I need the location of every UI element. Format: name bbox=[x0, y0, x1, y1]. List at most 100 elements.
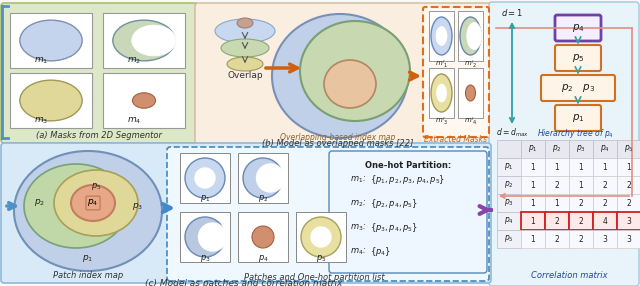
Bar bbox=[103, 73, 185, 128]
Text: (b) Model as overlapped masks [22]: (b) Model as overlapped masks [22] bbox=[262, 138, 413, 148]
Bar bbox=[521, 176, 545, 194]
FancyBboxPatch shape bbox=[195, 3, 493, 146]
Text: (c) Model as patches and correlation matrix: (c) Model as patches and correlation mat… bbox=[145, 279, 342, 286]
Text: $d=1$: $d=1$ bbox=[501, 7, 523, 17]
Ellipse shape bbox=[20, 20, 82, 61]
Text: $p_5$: $p_5$ bbox=[316, 253, 326, 263]
Text: 1: 1 bbox=[579, 162, 584, 172]
Ellipse shape bbox=[431, 17, 452, 55]
FancyBboxPatch shape bbox=[329, 151, 487, 273]
Ellipse shape bbox=[54, 170, 138, 236]
Text: $p_5$: $p_5$ bbox=[91, 180, 101, 192]
FancyBboxPatch shape bbox=[423, 7, 489, 137]
Text: $m_2$:: $m_2$: bbox=[350, 199, 366, 209]
Bar bbox=[497, 230, 521, 248]
Bar bbox=[569, 158, 593, 176]
Bar bbox=[521, 194, 545, 212]
Text: $m_1$: $m_1$ bbox=[34, 56, 48, 66]
Text: $p_4$: $p_4$ bbox=[504, 215, 514, 227]
FancyBboxPatch shape bbox=[1, 3, 198, 143]
Text: $p_4$: $p_4$ bbox=[600, 144, 610, 154]
Bar bbox=[593, 140, 617, 158]
Ellipse shape bbox=[257, 164, 285, 192]
Text: 2: 2 bbox=[603, 198, 607, 208]
Bar bbox=[10, 73, 92, 128]
Ellipse shape bbox=[300, 21, 410, 121]
Bar bbox=[617, 176, 640, 194]
Text: {$p_3, p_4, p_5$}: {$p_3, p_4, p_5$} bbox=[370, 221, 418, 235]
Bar bbox=[521, 212, 545, 230]
Text: $p_2$: $p_2$ bbox=[35, 198, 45, 208]
Bar bbox=[545, 194, 569, 212]
Text: $m'_4$: $m'_4$ bbox=[464, 115, 477, 127]
Text: {$p_1,p_2,p_3,p_4,p_5$}: {$p_1,p_2,p_3,p_4,p_5$} bbox=[370, 174, 445, 186]
Text: 1: 1 bbox=[531, 217, 536, 225]
Bar bbox=[497, 194, 521, 212]
Ellipse shape bbox=[185, 217, 225, 257]
Text: $m_4$: $m_4$ bbox=[127, 116, 141, 126]
Ellipse shape bbox=[436, 84, 447, 102]
Bar bbox=[497, 158, 521, 176]
Text: $m_4$:: $m_4$: bbox=[350, 247, 366, 257]
Ellipse shape bbox=[272, 14, 408, 138]
Text: 1: 1 bbox=[531, 162, 536, 172]
Bar bbox=[545, 176, 569, 194]
Bar bbox=[617, 230, 640, 248]
Text: $p_3$: $p_3$ bbox=[132, 200, 143, 212]
Bar bbox=[593, 158, 617, 176]
Text: 1: 1 bbox=[531, 180, 536, 190]
Bar bbox=[545, 230, 569, 248]
Text: 2: 2 bbox=[555, 180, 559, 190]
Bar bbox=[238, 153, 288, 203]
FancyBboxPatch shape bbox=[541, 75, 615, 101]
Text: 1: 1 bbox=[555, 162, 559, 172]
Text: $p_1$: $p_1$ bbox=[83, 253, 93, 265]
Text: 2: 2 bbox=[555, 217, 559, 225]
Bar bbox=[593, 176, 617, 194]
Bar bbox=[617, 140, 640, 158]
Text: 1: 1 bbox=[603, 162, 607, 172]
Bar bbox=[497, 176, 521, 194]
Bar bbox=[458, 68, 483, 118]
Text: 1: 1 bbox=[555, 198, 559, 208]
Bar bbox=[545, 212, 569, 230]
Text: Hierarchy tree of $p_4$: Hierarchy tree of $p_4$ bbox=[538, 128, 614, 140]
Text: $p_4$: $p_4$ bbox=[87, 198, 99, 208]
Bar bbox=[497, 212, 521, 230]
Bar bbox=[569, 176, 593, 194]
Bar bbox=[521, 230, 545, 248]
Text: One-hot Partition:: One-hot Partition: bbox=[365, 162, 451, 170]
Ellipse shape bbox=[243, 158, 283, 198]
Bar bbox=[593, 212, 617, 230]
Ellipse shape bbox=[436, 27, 447, 45]
Text: Overlapping-based index map: Overlapping-based index map bbox=[280, 134, 396, 142]
Text: $m'_3$: $m'_3$ bbox=[435, 115, 448, 127]
Ellipse shape bbox=[465, 85, 476, 101]
FancyBboxPatch shape bbox=[555, 15, 601, 41]
Text: $p_5$: $p_5$ bbox=[504, 233, 514, 245]
Text: $m_1$:: $m_1$: bbox=[350, 175, 366, 185]
Bar bbox=[569, 194, 593, 212]
Text: 2: 2 bbox=[555, 235, 559, 243]
Bar bbox=[569, 212, 593, 230]
Text: $p_2$: $p_2$ bbox=[504, 180, 514, 190]
Text: $p_3$: $p_3$ bbox=[200, 253, 211, 263]
FancyBboxPatch shape bbox=[489, 2, 639, 286]
Ellipse shape bbox=[301, 217, 341, 257]
Text: {$p_2, p_4, p_5$}: {$p_2, p_4, p_5$} bbox=[370, 198, 418, 210]
Text: $p_2$: $p_2$ bbox=[258, 194, 268, 204]
FancyBboxPatch shape bbox=[555, 105, 601, 131]
Text: 1: 1 bbox=[579, 180, 584, 190]
Bar bbox=[180, 153, 230, 203]
Text: (a) Masks from 2D Segmentor: (a) Masks from 2D Segmentor bbox=[36, 132, 162, 140]
FancyBboxPatch shape bbox=[167, 147, 489, 281]
Text: {$p_4$}: {$p_4$} bbox=[370, 245, 391, 259]
Ellipse shape bbox=[24, 164, 128, 248]
Text: $p_5$: $p_5$ bbox=[624, 144, 634, 154]
Text: 3: 3 bbox=[627, 217, 632, 225]
Text: $m'_2$: $m'_2$ bbox=[464, 58, 477, 69]
Bar bbox=[545, 140, 569, 158]
Ellipse shape bbox=[14, 151, 162, 271]
Text: 2: 2 bbox=[627, 198, 632, 208]
Text: $p_3$: $p_3$ bbox=[576, 144, 586, 154]
